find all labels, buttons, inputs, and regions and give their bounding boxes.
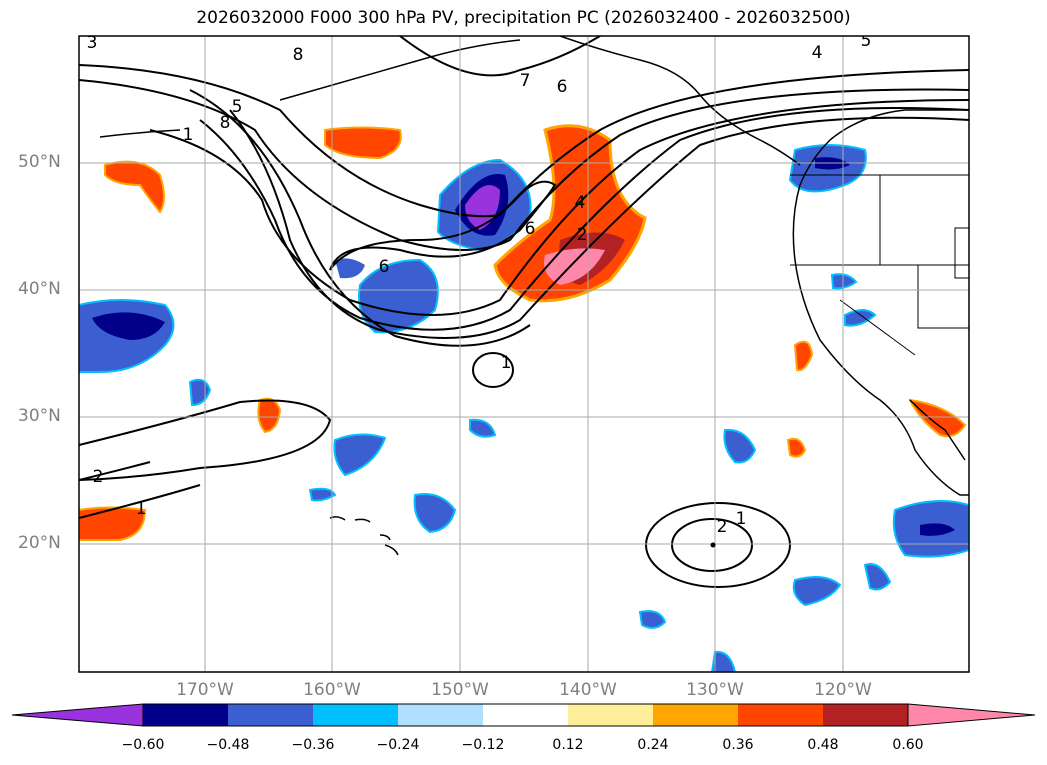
colorbar-outline [142,703,909,727]
colorbar-tick-label: −0.36 [291,737,335,753]
contour-label: 5 [861,31,872,51]
lon-label-170w: 170°W [176,680,234,700]
colorbar-segment [398,704,483,726]
pv-contours [79,36,969,588]
lat-label-20: 20°N [18,533,61,553]
contour-label: 4 [575,193,586,213]
colorbar-tick-label: 0.24 [637,737,669,753]
lon-label-160w: 160°W [303,680,361,700]
colorbar-segment [653,704,738,726]
lat-label-50: 50°N [18,152,61,172]
lat-label-40: 40°N [18,279,61,299]
precip-anomaly-shading [79,124,969,672]
colorbar-segment [228,704,313,726]
contour-label: 2 [577,225,588,245]
colorbar-extend-min [11,703,144,727]
contour-labels: 3 8 5 8 1 7 6 4 5 6 6 4 2 1 2 1 2 1 [87,31,872,537]
map-plot: 3 8 5 8 1 7 6 4 5 6 6 4 2 1 2 1 2 1 [78,31,970,673]
contour-label: 7 [520,71,531,91]
contour-label: 6 [557,77,568,97]
contour-label: 8 [220,113,231,133]
contour-label: 2 [93,467,104,487]
colorbar [11,703,1036,727]
colorbar-tick-label: 0.60 [892,737,924,753]
colorbar-segment [313,704,398,726]
colorbar-segment [483,704,568,726]
colorbar-segment [738,704,823,726]
colorbar-tick-label: 0.36 [722,737,754,753]
contour-label: 3 [87,33,98,53]
colorbar-tick-label: 0.12 [552,737,584,753]
us-state-borders [790,174,969,356]
colorbar-tick-label: 0.48 [807,737,839,753]
lon-label-130w: 130°W [686,680,744,700]
graticule [79,36,969,672]
colorbar-segment [568,704,653,726]
contour-label: 1 [136,499,147,519]
colorbar-tick-label: −0.12 [461,737,505,753]
contour-label: 2 [717,517,728,537]
lon-label-140w: 140°W [559,680,617,700]
colorbar-extend-max [907,703,1036,727]
contour-label: 4 [812,43,823,63]
north-america-coast [792,109,969,496]
contour-label: 5 [232,97,243,117]
alaska-coast [559,36,801,166]
colorbar-tick-label: −0.60 [121,737,165,753]
colorbar-tick-label: −0.48 [206,737,250,753]
colorbar-segment [823,704,908,726]
contour-label: 1 [501,353,512,373]
coastlines [99,36,969,556]
lon-label-120w: 120°W [814,680,872,700]
contour-label: 8 [293,45,304,65]
contour-label: 1 [183,125,194,145]
map-frame [78,35,970,673]
colorbar-tick-label: −0.24 [376,737,420,753]
map-title: 2026032000 F000 300 hPa PV, precipitatio… [196,8,851,28]
contour-label: 6 [379,257,390,277]
lat-label-30: 30°N [18,406,61,426]
contour-label: 1 [736,509,747,529]
contour-label: 6 [525,219,536,239]
colorbar-segment [143,704,228,726]
hawaii-islands [329,516,399,556]
colorbar-segments [11,703,1036,727]
lon-label-150w: 150°W [431,680,489,700]
alaska-peninsula [279,39,521,101]
